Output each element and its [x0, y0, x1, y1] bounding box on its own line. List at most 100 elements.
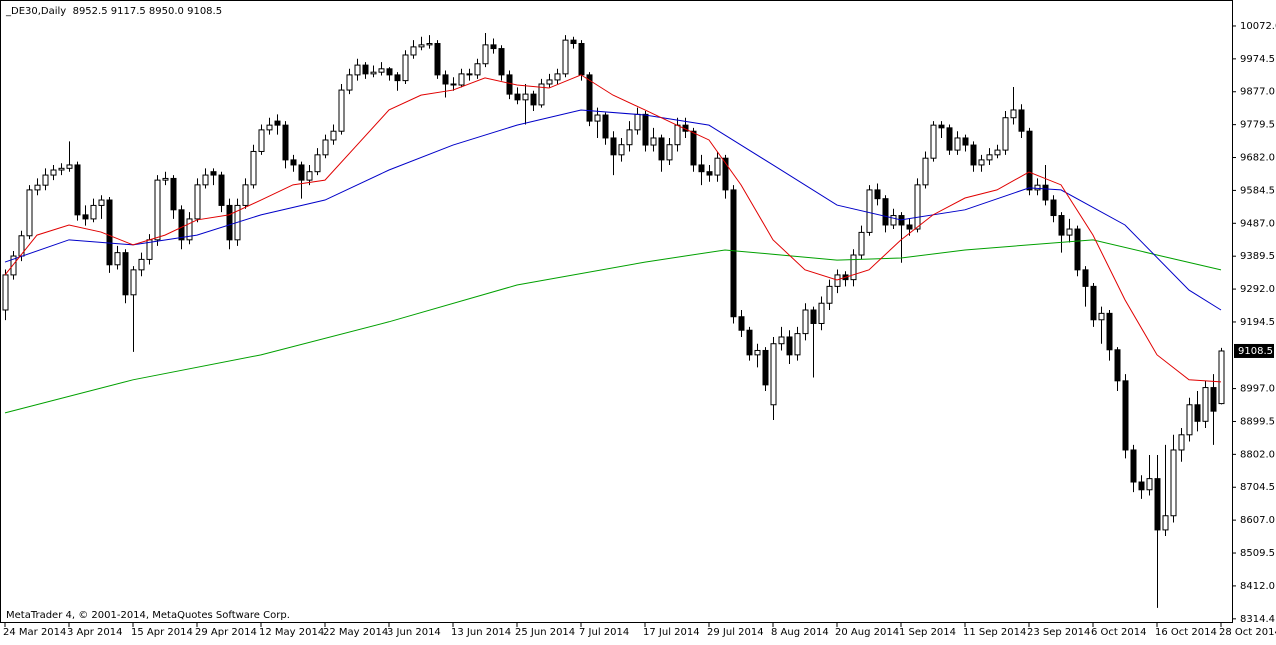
candle-body [1178, 434, 1185, 451]
candle-body [282, 124, 289, 161]
x-tick-label: 3 Jun 2014 [387, 627, 441, 638]
x-tick-label: 20 Aug 2014 [835, 627, 899, 638]
y-tick-label: 8997.0 [1240, 384, 1275, 395]
y-tick-label: 8899.5 [1240, 416, 1275, 427]
y-tick-label: 9682.0 [1240, 153, 1275, 164]
candle-body [674, 124, 681, 146]
y-tick-label: 9389.5 [1240, 251, 1275, 262]
candle-body [178, 209, 185, 241]
x-tick-label: 16 Oct 2014 [1155, 627, 1217, 638]
candle-body [938, 124, 945, 129]
candle-body [1202, 387, 1209, 422]
candle-body [346, 74, 353, 91]
candle-body [482, 44, 489, 65]
candle-body [370, 71, 377, 75]
candle-body [1154, 478, 1161, 531]
candle-body [26, 189, 33, 237]
candle-body [994, 149, 1001, 156]
y-tick-label: 8802.0 [1240, 449, 1275, 460]
candle-body [1082, 269, 1089, 287]
candle-body [386, 68, 393, 76]
candle-body [618, 144, 625, 156]
x-tick-label: 15 Apr 2014 [131, 627, 193, 638]
x-tick-label: 1 Sep 2014 [899, 627, 956, 638]
candle-body [506, 74, 513, 95]
candle-body [66, 164, 73, 169]
y-tick-label: 8412.0 [1240, 581, 1275, 592]
y-tick-label: 9292.0 [1240, 284, 1275, 295]
candle-body [538, 83, 545, 106]
candle-body [354, 64, 361, 76]
candle-body [242, 184, 249, 206]
x-tick-label: 13 Jun 2014 [451, 627, 511, 638]
x-tick-label: 29 Apr 2014 [195, 627, 257, 638]
candle-body [1010, 109, 1017, 119]
candle-body [954, 137, 961, 151]
candle-body [74, 164, 81, 216]
candle-body [82, 214, 89, 220]
last-price-box [1234, 343, 1274, 358]
candle-body [986, 154, 993, 161]
candle-body [914, 184, 921, 230]
candle-body [378, 68, 385, 73]
candle-body [946, 127, 953, 151]
x-tick-label: 11 Sep 2014 [963, 627, 1026, 638]
candle-body [114, 252, 121, 266]
candle-body [786, 336, 793, 356]
x-tick-label: 3 Apr 2014 [67, 627, 122, 638]
candle-body [410, 46, 417, 56]
candle-body [170, 177, 177, 211]
candle-body [778, 336, 785, 345]
candle-body [866, 189, 873, 233]
candle-body [522, 93, 529, 101]
candle-body [1218, 350, 1225, 405]
y-tick-label: 9877.0 [1240, 87, 1275, 98]
candle-body [634, 113, 641, 131]
candle-body [978, 159, 985, 166]
y-tick-label: 9487.0 [1240, 218, 1275, 229]
candle-body [1130, 449, 1137, 483]
candle-body [202, 174, 209, 186]
candle-body [466, 73, 473, 76]
candle-body [546, 79, 553, 85]
moving-average [4, 239, 1222, 414]
candle-body [1114, 349, 1121, 382]
plot-frame [0, 0, 1233, 623]
candle-body [714, 157, 721, 176]
candle-body [642, 113, 649, 146]
candle-body [210, 171, 217, 176]
candle-body [10, 255, 17, 276]
candle-body [530, 93, 537, 106]
candle-body [818, 302, 825, 324]
x-tick-label: 7 Jul 2014 [579, 627, 629, 638]
candle-body [746, 329, 753, 356]
candle-body [882, 198, 889, 226]
candle-body [906, 224, 913, 230]
candle-body [426, 43, 433, 46]
candle-body [1058, 215, 1065, 236]
candle-body [698, 164, 705, 173]
candle-body [1122, 380, 1129, 451]
y-tick-label: 9779.5 [1240, 120, 1275, 131]
candle-body [2, 274, 9, 311]
candle-body [874, 189, 881, 200]
candle-body [554, 73, 561, 81]
x-tick-label: 28 Oct 2014 [1219, 627, 1276, 638]
moving-average [4, 109, 1222, 311]
candle-body [458, 73, 465, 86]
candle-body [226, 204, 233, 241]
candle-body [138, 258, 145, 271]
candle-body [330, 130, 337, 141]
candle-body [602, 114, 609, 139]
candle-body [314, 154, 321, 173]
candle-body [1098, 312, 1105, 321]
candle-body [586, 74, 593, 122]
y-tick-label: 10072.0 [1240, 21, 1276, 32]
candle-body [826, 285, 833, 304]
candle-body [754, 349, 761, 356]
x-tick-label: 25 Jun 2014 [515, 627, 575, 638]
candle-body [770, 343, 777, 406]
candle-body [154, 179, 161, 241]
